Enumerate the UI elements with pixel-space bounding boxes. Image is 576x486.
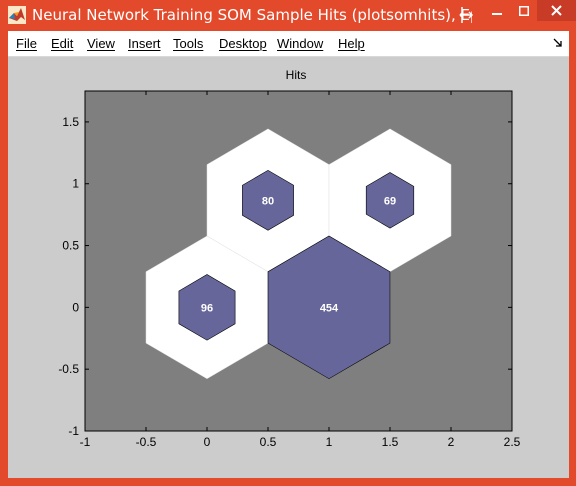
y-tick-label: 1.5 <box>62 115 79 129</box>
hit-count-label: 69 <box>384 195 396 207</box>
x-tick-label: -1 <box>80 435 91 449</box>
x-tick-label: 2.5 <box>504 435 521 449</box>
hit-hexagon <box>365 172 415 229</box>
minimize-button[interactable] <box>483 0 511 21</box>
menu-tools[interactable]: Tools <box>173 36 204 51</box>
title-bar[interactable]: Neural Network Training SOM Sample Hits … <box>0 0 576 31</box>
menu-window[interactable]: Window <box>277 36 324 51</box>
som-hits-plot[interactable]: Hits 96 454 80 69 -1 -0.5 0 0.5 1 1.5 2 2.5 -1 -0.5 0… <box>8 57 569 478</box>
chart-title: Hits <box>286 68 307 82</box>
hit-hexagon <box>242 169 294 231</box>
menu-bar: File Edit View Insert Tools Desktop Wind… <box>8 31 569 57</box>
hit-count-label: 454 <box>320 302 339 314</box>
axes-frame <box>84 90 513 432</box>
close-icon <box>551 5 562 16</box>
menu-view[interactable]: View <box>87 36 115 51</box>
menu-desktop[interactable]: Desktop <box>219 36 267 51</box>
menu-help[interactable]: Help <box>338 36 365 51</box>
x-tick-label: 0.5 <box>260 435 277 449</box>
y-tick-label: 0.5 <box>62 239 79 253</box>
matlab-icon <box>8 6 26 24</box>
maximize-icon <box>519 5 529 16</box>
maximize-button[interactable] <box>511 0 537 21</box>
window-bottom-border <box>0 478 576 486</box>
hit-count-label: 80 <box>262 195 274 207</box>
x-tick-label: 2 <box>448 435 455 449</box>
x-tick-label: -0.5 <box>136 435 157 449</box>
window-title: Neural Network Training SOM Sample Hits … <box>32 6 472 24</box>
menu-insert[interactable]: Insert <box>128 36 161 51</box>
hit-hexagon <box>267 235 391 380</box>
y-tick-label: 0 <box>72 300 79 314</box>
menu-file[interactable]: File <box>16 36 37 51</box>
y-tick-label: -1 <box>68 424 79 438</box>
x-tick-label: 1.5 <box>382 435 399 449</box>
y-tick-label: 1 <box>72 177 79 191</box>
minimize-icon <box>492 12 502 15</box>
figure-area: Hits 96 454 80 69 -1 -0.5 0 0.5 1 1.5 2 2.5 -1 -0.5 0… <box>8 57 569 478</box>
y-tick-label: -0.5 <box>58 362 79 376</box>
hit-hexagon <box>178 274 236 341</box>
hit-count-label: 96 <box>201 302 213 314</box>
resize-cursor-icon <box>459 7 473 23</box>
x-tick-label: 1 <box>326 435 333 449</box>
dock-arrow-icon[interactable] <box>553 38 563 48</box>
menu-edit[interactable]: Edit <box>51 36 74 51</box>
close-button[interactable] <box>537 0 576 21</box>
x-tick-label: 0 <box>204 435 211 449</box>
